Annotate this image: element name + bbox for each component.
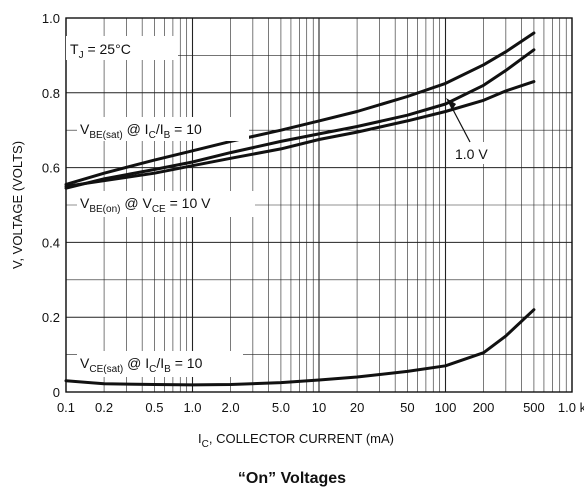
one-volt-arrowhead — [446, 98, 456, 110]
x-tick-label: 0.2 — [95, 400, 113, 415]
series-vce-sat-line — [64, 308, 536, 387]
y-axis-title: V, VOLTAGE (VOLTS) — [10, 141, 25, 269]
y-tick-label: 0 — [53, 385, 60, 400]
one-volt-label-bg — [452, 142, 496, 164]
plot-frame — [65, 17, 573, 393]
y-tick-label: 1.0 — [42, 11, 60, 26]
x-tick-label: 1.0 — [183, 400, 201, 415]
series-vbe-sat-line — [64, 31, 536, 186]
x-tick-label: 0.1 — [57, 400, 75, 415]
series-vbe-sat-1v-line — [64, 48, 536, 190]
y-tick-label: 0.8 — [42, 86, 60, 101]
chart-title: “On” Voltages — [237, 470, 347, 487]
y-tick-label: 0.4 — [42, 235, 60, 250]
vbe-sat-label-bg — [77, 117, 249, 141]
vbe-on-label-bg — [77, 191, 255, 217]
x-tick-label: 50 — [400, 400, 414, 415]
tick-labels: 0.1 0.2 0.5 1.0 2.0 5.0 10 20 50 100 200 500 1.0 k 0 0… — [42, 11, 584, 415]
y-tick-label: 0.2 — [42, 310, 60, 325]
tj-label: TJ = 25°C — [70, 41, 131, 61]
x-tick-label: 0.5 — [145, 400, 163, 415]
x-tick-label: 200 — [473, 400, 495, 415]
grid — [65, 17, 573, 393]
y-tick-label: 0.6 — [42, 161, 60, 176]
tj-label-bg — [66, 36, 178, 60]
x-tick-label: 2.0 — [222, 400, 240, 415]
x-tick-label: 20 — [350, 400, 364, 415]
x-tick-label: 1.0 k — [558, 400, 584, 415]
one-volt-label: 1.0 V — [455, 146, 488, 162]
x-tick-label: 100 — [435, 400, 457, 415]
chart: 0.1 0.2 0.5 1.0 2.0 5.0 10 20 50 100 200 500 1.0 k 0 0… — [10, 11, 584, 450]
x-tick-label: 5.0 — [272, 400, 290, 415]
vbe-sat-label: VBE(sat) @ IC/IB = 10 — [80, 121, 202, 141]
vbe-on-label: VBE(on) @ VCE = 10 V — [80, 195, 211, 215]
vce-sat-label: VCE(sat) @ IC/IB = 10 — [80, 355, 203, 375]
x-axis-title: IC, COLLECTOR CURRENT (mA) — [198, 431, 394, 450]
x-tick-label: 500 — [523, 400, 545, 415]
series-vbe-on-line — [64, 80, 536, 188]
x-tick-label: 10 — [312, 400, 326, 415]
one-volt-leader — [449, 103, 471, 143]
vce-sat-label-bg — [77, 351, 243, 377]
curves — [64, 31, 536, 387]
